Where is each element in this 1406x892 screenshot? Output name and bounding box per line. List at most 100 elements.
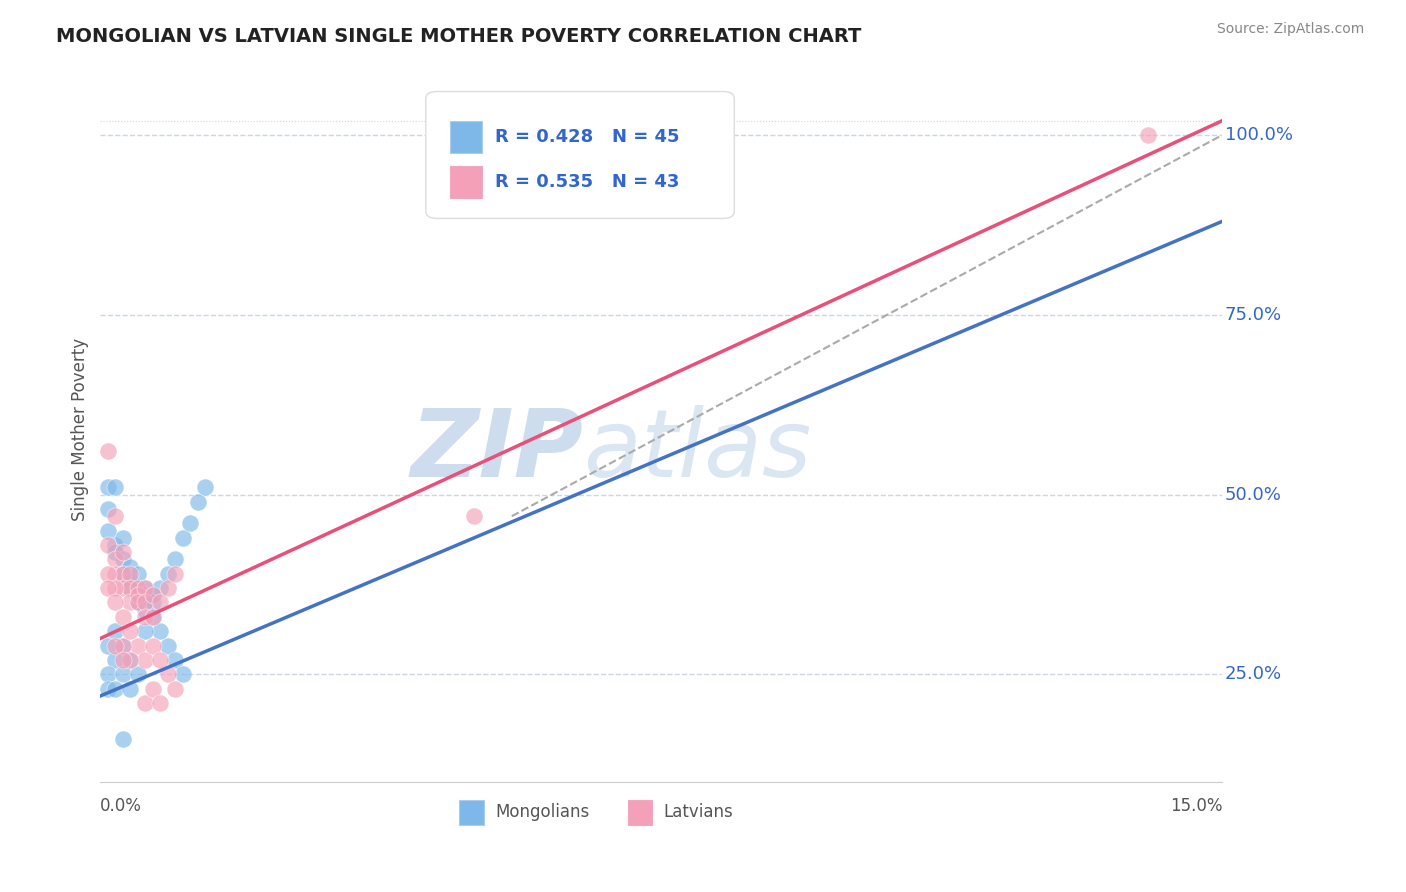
- Text: 0.0%: 0.0%: [100, 797, 142, 814]
- Point: [120, 581, 142, 595]
- Point: [111, 545, 134, 559]
- Point: [120, 581, 142, 595]
- Point: [156, 639, 179, 653]
- Point: [120, 681, 142, 696]
- Point: [134, 595, 156, 609]
- Text: atlas: atlas: [583, 406, 811, 497]
- Point: [156, 667, 179, 681]
- Point: [120, 595, 142, 609]
- Point: [149, 595, 172, 609]
- Point: [127, 595, 149, 609]
- Point: [463, 509, 485, 524]
- Point: [120, 566, 142, 581]
- Point: [111, 667, 134, 681]
- Point: [97, 524, 120, 538]
- FancyBboxPatch shape: [450, 166, 482, 198]
- Point: [97, 538, 120, 552]
- Text: 75.0%: 75.0%: [1225, 306, 1282, 324]
- Point: [149, 624, 172, 639]
- Point: [104, 639, 127, 653]
- Text: Mongolians: Mongolians: [495, 803, 589, 822]
- Point: [97, 480, 120, 494]
- Text: 50.0%: 50.0%: [1225, 485, 1281, 504]
- Point: [104, 595, 127, 609]
- Point: [104, 681, 127, 696]
- Point: [104, 538, 127, 552]
- Point: [142, 610, 165, 624]
- Point: [97, 502, 120, 516]
- Point: [111, 639, 134, 653]
- Text: R = 0.535   N = 43: R = 0.535 N = 43: [495, 173, 679, 191]
- Point: [1136, 128, 1159, 142]
- FancyBboxPatch shape: [460, 800, 484, 824]
- Point: [142, 588, 165, 602]
- Point: [97, 444, 120, 458]
- Point: [149, 696, 172, 710]
- Point: [104, 624, 127, 639]
- Point: [97, 681, 120, 696]
- Point: [134, 624, 156, 639]
- Point: [120, 653, 142, 667]
- Point: [134, 696, 156, 710]
- Point: [104, 653, 127, 667]
- Point: [111, 610, 134, 624]
- Point: [111, 566, 134, 581]
- Y-axis label: Single Mother Poverty: Single Mother Poverty: [72, 338, 89, 522]
- Text: 100.0%: 100.0%: [1225, 126, 1292, 144]
- Point: [149, 653, 172, 667]
- Point: [104, 509, 127, 524]
- Point: [142, 639, 165, 653]
- Point: [165, 552, 187, 566]
- Point: [127, 667, 149, 681]
- Point: [104, 480, 127, 494]
- Point: [97, 667, 120, 681]
- Point: [142, 588, 165, 602]
- Text: Latvians: Latvians: [664, 803, 734, 822]
- Point: [165, 681, 187, 696]
- FancyBboxPatch shape: [426, 92, 734, 219]
- Point: [120, 624, 142, 639]
- Point: [120, 574, 142, 588]
- Point: [134, 581, 156, 595]
- Point: [187, 495, 209, 509]
- Point: [179, 516, 201, 531]
- Point: [134, 581, 156, 595]
- Point: [111, 531, 134, 545]
- Point: [127, 581, 149, 595]
- Text: MONGOLIAN VS LATVIAN SINGLE MOTHER POVERTY CORRELATION CHART: MONGOLIAN VS LATVIAN SINGLE MOTHER POVER…: [56, 27, 862, 45]
- Point: [165, 653, 187, 667]
- Point: [134, 653, 156, 667]
- Text: R = 0.428   N = 45: R = 0.428 N = 45: [495, 128, 681, 146]
- Point: [156, 566, 179, 581]
- Point: [111, 552, 134, 566]
- Point: [104, 566, 127, 581]
- FancyBboxPatch shape: [627, 800, 652, 824]
- Text: 15.0%: 15.0%: [1170, 797, 1222, 814]
- Point: [127, 588, 149, 602]
- Point: [134, 610, 156, 624]
- Point: [134, 588, 156, 602]
- Point: [142, 595, 165, 609]
- Point: [97, 639, 120, 653]
- Point: [111, 639, 134, 653]
- Point: [97, 581, 120, 595]
- Point: [172, 531, 194, 545]
- Point: [149, 581, 172, 595]
- Point: [111, 732, 134, 747]
- Point: [134, 602, 156, 616]
- Point: [111, 566, 134, 581]
- Text: 25.0%: 25.0%: [1225, 665, 1282, 683]
- Point: [194, 480, 217, 494]
- FancyBboxPatch shape: [450, 121, 482, 153]
- Point: [104, 581, 127, 595]
- Point: [127, 588, 149, 602]
- Point: [142, 610, 165, 624]
- Point: [142, 681, 165, 696]
- Point: [111, 581, 134, 595]
- Text: Source: ZipAtlas.com: Source: ZipAtlas.com: [1216, 22, 1364, 37]
- Text: ZIP: ZIP: [411, 405, 583, 497]
- Point: [120, 653, 142, 667]
- Point: [104, 545, 127, 559]
- Point: [127, 566, 149, 581]
- Point: [111, 653, 134, 667]
